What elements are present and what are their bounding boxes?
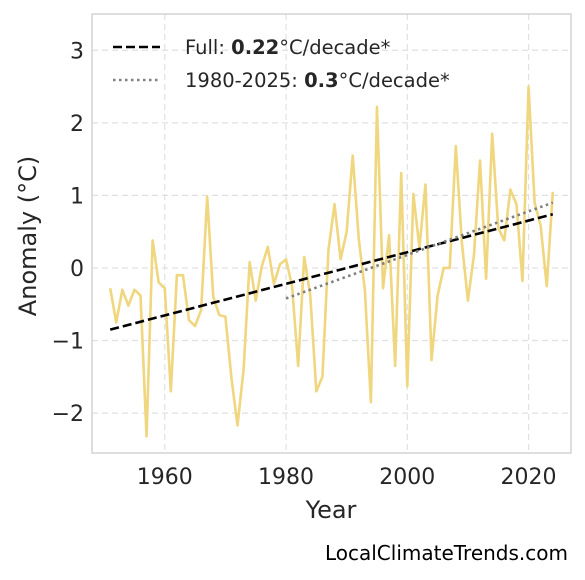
y-tick-label-2: 1 [70,184,84,209]
legend-name-recent: 1980-2025 [185,69,291,92]
series-layer [108,85,555,438]
legend-rate-recent: 0.3 [304,69,339,92]
legend-rate-full: 0.22 [231,36,279,59]
y-tick-label-0: 3 [70,39,84,64]
y-tick-label-5: −2 [52,402,84,427]
x-tick-label-1960: 1960 [137,465,193,490]
legend: Full: 0.22°C/decade* 1980-2025: 0.3°C/de… [113,36,450,92]
legend-entry-full: Full: 0.22°C/decade* [185,36,391,59]
legend-name-full: Full [185,36,218,59]
y-tick-label-3: 0 [70,257,84,282]
recent-trend-line [285,201,554,300]
legend-entry-recent: 1980-2025: 0.3°C/decade* [185,69,450,92]
legend-unit-full: °C/decade* [279,36,390,59]
anomaly-series-line [108,85,555,438]
y-axis-ticks: 3 2 1 0 −1 −2 [52,39,84,427]
x-tick-label-2020: 2020 [501,465,557,490]
y-tick-label-1: 2 [70,112,84,137]
plot-frame [91,13,572,454]
x-axis-ticks: 1960 1980 2000 2020 [137,465,557,490]
x-tick-label-1980: 1980 [258,465,314,490]
credit-text: LocalClimateTrends.com [325,541,568,565]
x-tick-label-2000: 2000 [379,465,435,490]
y-tick-label-4: −1 [52,330,84,355]
legend-unit-recent: °C/decade* [339,69,450,92]
x-axis-label: Year [305,496,357,524]
full-trend-line [109,213,554,331]
y-axis-label: Anomaly (°C) [14,156,42,316]
